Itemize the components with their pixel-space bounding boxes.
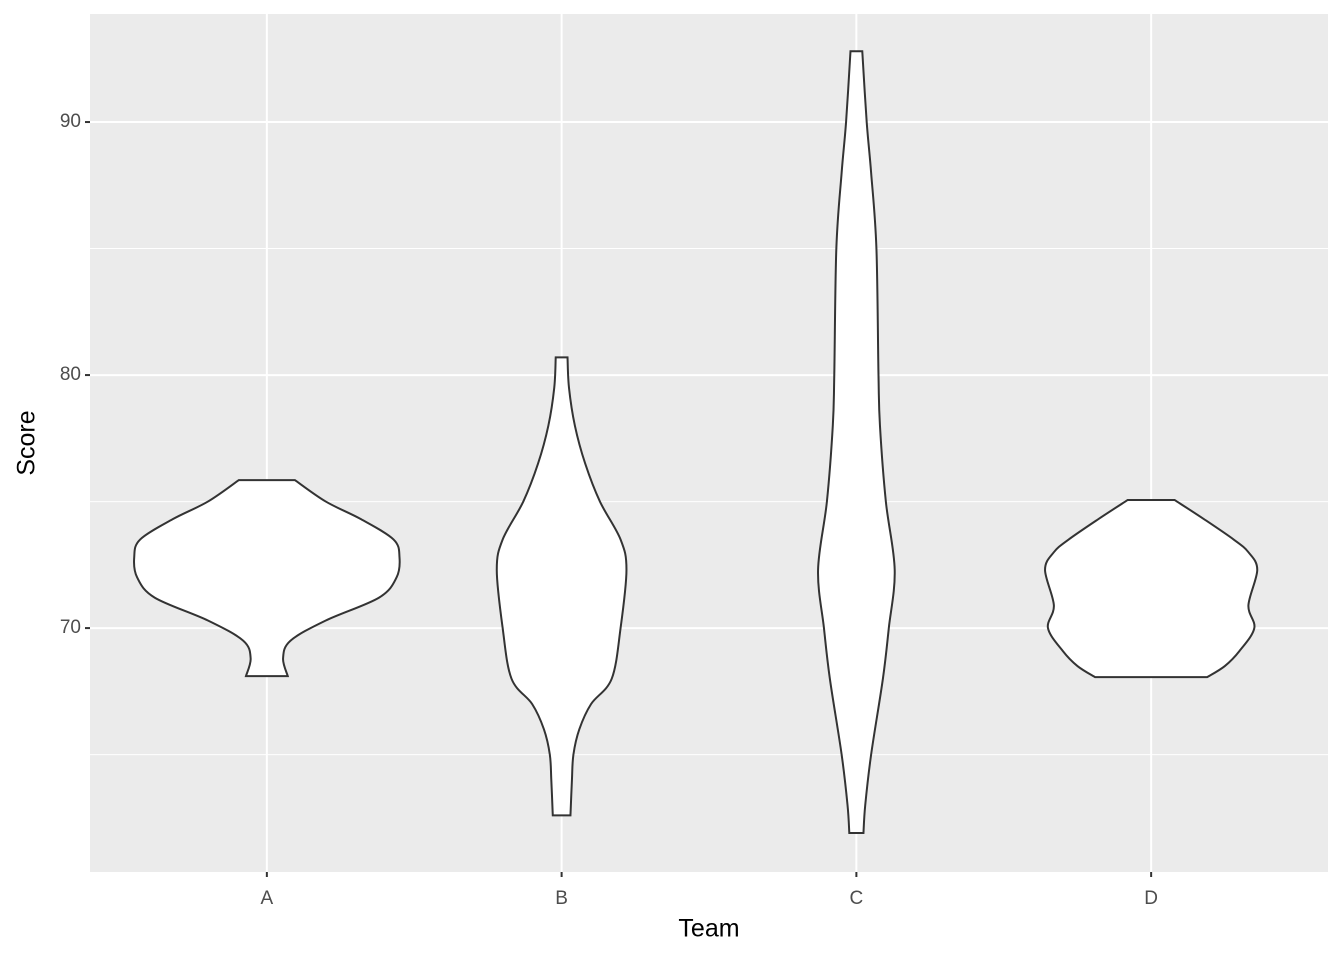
x-axis-title: Team [678, 915, 739, 943]
violin [1044, 499, 1259, 679]
y-tick-label: 80 [60, 364, 81, 385]
y-tick-label: 90 [60, 111, 81, 132]
x-tick-label: C [850, 888, 864, 909]
x-tick-label: A [261, 888, 274, 909]
panel [90, 14, 1328, 872]
violin [132, 479, 401, 678]
y-tick-label: 70 [60, 617, 81, 638]
x-tick-label: B [555, 888, 568, 909]
y-axis-title: Score [13, 410, 41, 475]
violin [495, 356, 628, 817]
violin [817, 50, 896, 835]
x-tick-label: D [1144, 888, 1158, 909]
